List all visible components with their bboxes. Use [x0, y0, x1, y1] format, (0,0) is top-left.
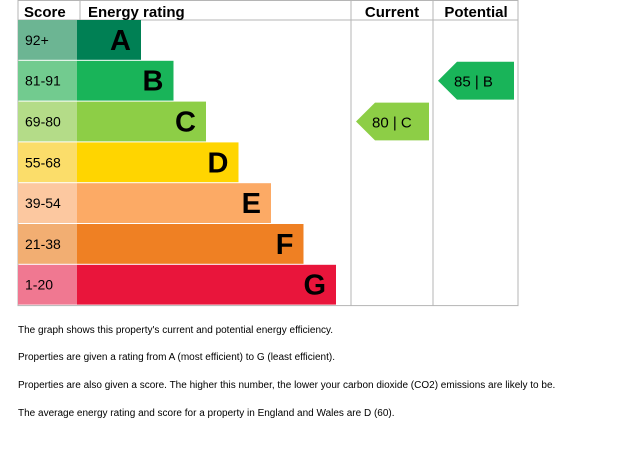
- note-graph-description: The graph shows this property's current …: [18, 325, 334, 336]
- rating-bands: 92+ A 81-91 B 69-80 C 55-68 D 39-54 E 21-38 F 1-20 G: [18, 20, 336, 305]
- score-cell-g: [18, 264, 77, 305]
- rating-letter-f: F: [276, 229, 294, 261]
- potential-rating-arrow: [438, 61, 514, 100]
- rating-letter-b: B: [143, 66, 164, 98]
- score-label-b: 81-91: [25, 73, 61, 89]
- potential-rating-label: 85 | B: [454, 74, 493, 91]
- score-label-a: 92+: [25, 32, 49, 48]
- rating-letter-a: A: [110, 25, 131, 57]
- note-score-explanation: Properties are also given a score. The h…: [18, 380, 556, 391]
- score-cell-f: [18, 224, 77, 264]
- rating-bar-c: [77, 101, 206, 142]
- score-label-e: 39-54: [25, 195, 61, 211]
- rating-bar-e: [77, 183, 271, 223]
- score-cell-d: [18, 142, 77, 183]
- score-label-f: 21-38: [25, 236, 61, 252]
- score-label-g: 1-20: [25, 277, 53, 293]
- rating-bar-g: [77, 264, 336, 305]
- score-label-c: 69-80: [25, 114, 61, 130]
- score-cell-e: [18, 183, 77, 223]
- rating-letter-g: G: [303, 270, 326, 302]
- rating-letter-c: C: [175, 107, 196, 139]
- header-score: Score: [24, 4, 66, 21]
- rating-bar-b: [77, 60, 174, 101]
- score-cell-b: [18, 60, 77, 101]
- rating-bar-d: [77, 142, 239, 183]
- chart-headers: Score Energy rating Current Potential: [24, 4, 508, 21]
- current-rating-label: 80 | C: [372, 115, 412, 132]
- rating-bar-f: [77, 224, 304, 264]
- score-cell-a: [18, 20, 77, 60]
- note-rating-scale: Properties are given a rating from A (mo…: [18, 352, 335, 363]
- header-current: Current: [365, 4, 419, 21]
- rating-markers: 80 | C 85 | B: [356, 61, 514, 141]
- rating-letter-e: E: [242, 188, 261, 220]
- score-label-d: 55-68: [25, 154, 61, 170]
- header-energy-rating: Energy rating: [88, 4, 185, 21]
- current-rating-arrow: [356, 102, 429, 141]
- note-average-rating: The average energy rating and score for …: [18, 408, 395, 419]
- header-potential: Potential: [444, 4, 507, 21]
- rating-letter-d: D: [208, 147, 229, 179]
- energy-rating-chart: Score Energy rating Current Potential 92…: [17, 0, 519, 307]
- rating-bar-a: [77, 20, 141, 60]
- score-cell-c: [18, 101, 77, 142]
